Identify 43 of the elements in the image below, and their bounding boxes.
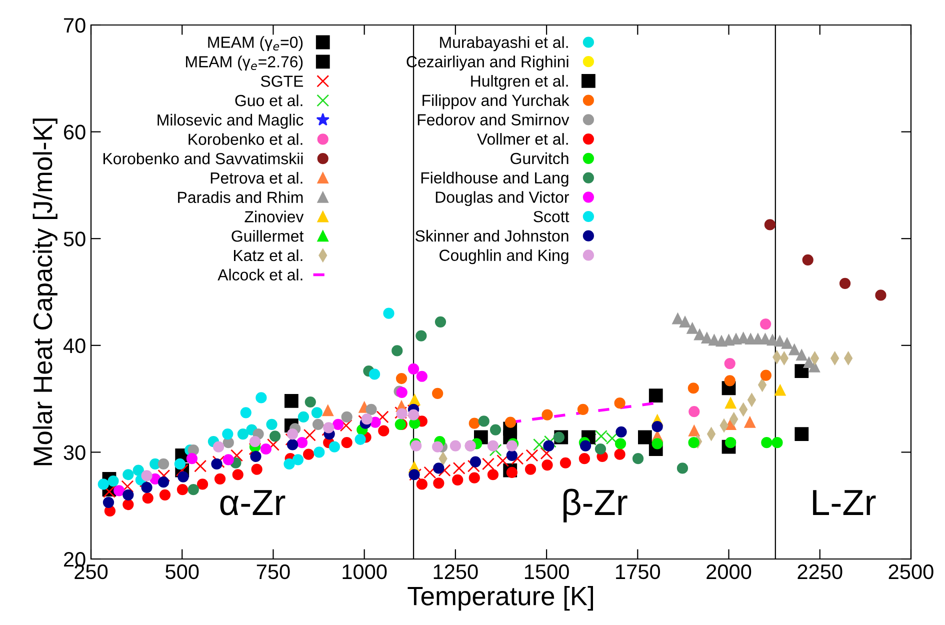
legend-label: MEAM (γ$_{e}$=2.76) [186,56,303,71]
legend-label: Korobenko et al. [188,133,302,145]
legend-label: Filippov and Yurchak [422,94,570,110]
legend-label: Coughlin and King [440,249,568,264]
legend-label: Gurvitch [510,152,568,164]
x-tick-label: 2500 [888,564,934,580]
legend-label: Milosevic and Maglic [158,114,304,129]
y-tick-label: 40 [63,338,86,354]
legend-label: Scott [534,210,570,222]
x-tick-label: 500 [166,564,199,580]
x-tick-label: 1000 [342,564,387,580]
annotation: α-Zr [220,490,286,516]
legend-label: Alcock et al. [218,268,302,280]
legend-label: Fieldhouse and Lang [421,172,568,187]
annotation: β-Zr [564,488,628,522]
legend-label: Korobenko and Savvatimskii [103,152,303,164]
legend-label: Hultgren et al. [471,74,568,90]
annotation: L-Zr [813,490,876,515]
x-tick-label: 1500 [524,564,569,580]
x-tick-label: 1250 [434,564,478,580]
legend-label: Skinner and Johnston [416,230,568,242]
legend-label: Zinoviev [244,210,304,222]
legend-label: SGTE [260,76,304,87]
y-axis-title: Molar Heat Capacity [J/mol-K] [32,118,58,466]
legend-label: Guo et al. [235,94,302,106]
legend-label: Vollmer et al. [477,133,568,145]
x-tick-label: 1750 [616,564,660,580]
legend-label: Guillermet [232,230,304,242]
legend-label: Murabayashi et al. [440,36,568,52]
y-tick-label: 50 [64,232,86,246]
x-tick-label: 2000 [706,564,752,580]
legend-label: Douglas and Victor [436,191,570,206]
legend-label: Katz et al. [234,249,302,262]
x-tick-label: 750 [256,564,290,580]
legend-label: Fedorov and Smirnov [418,114,570,126]
legend-label: MEAM (γ$_{e}$=0) [208,36,303,52]
y-tick-label: 30 [64,445,86,460]
x-tick-label: 2250 [798,564,842,580]
legend-label: Petrova et al. [210,172,302,184]
legend-label: Paradis and Rhim [178,191,303,204]
x-axis-title: Temperature [K] [408,586,593,611]
y-tick-label: 60 [64,124,86,140]
y-tick-label: 70 [64,18,86,33]
